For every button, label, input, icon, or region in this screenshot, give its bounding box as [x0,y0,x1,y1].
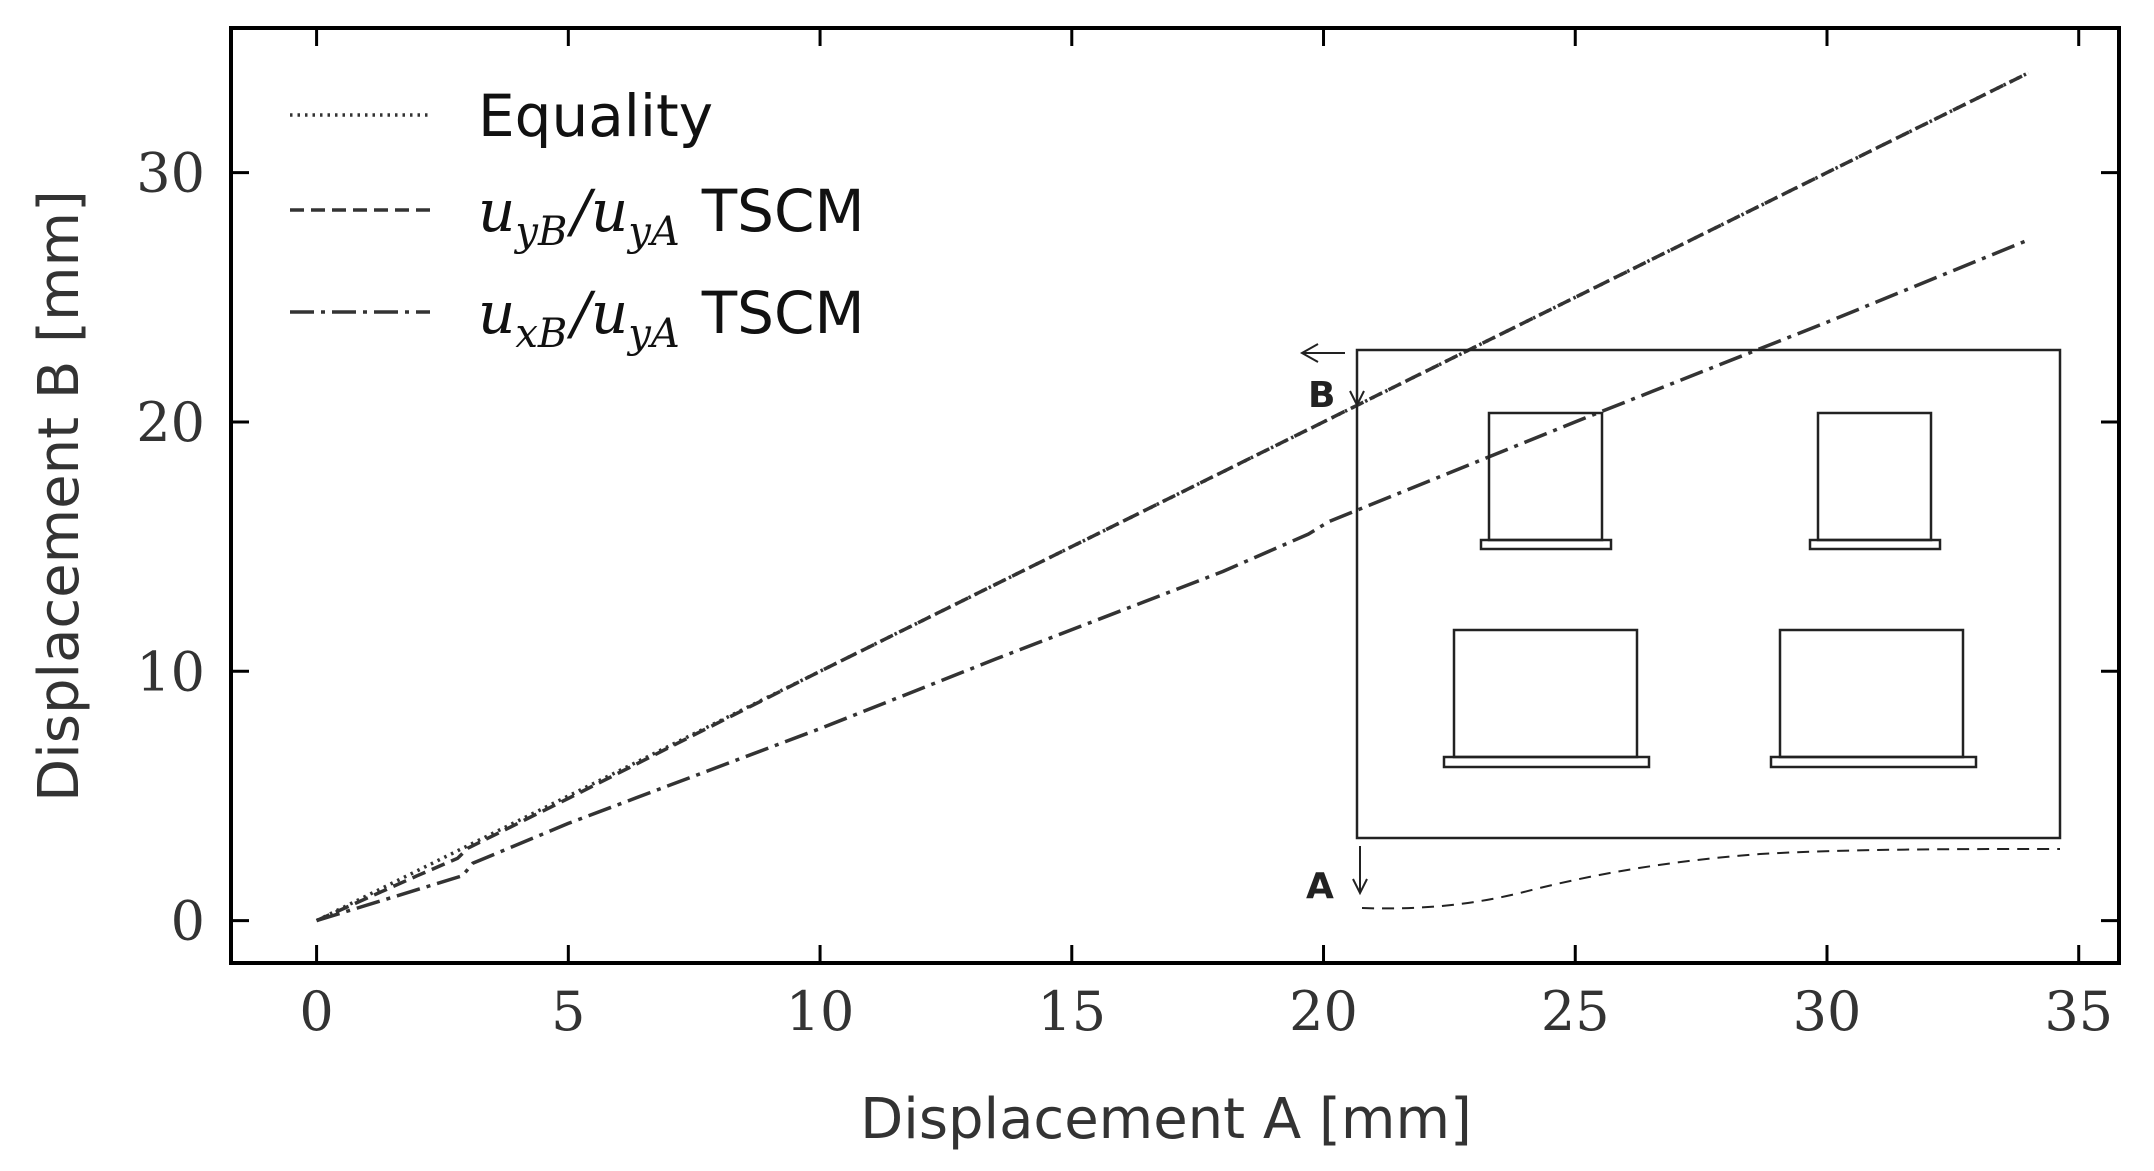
legend: Equality uyB/uyA TSCM uxB/uyA TSCM [290,82,865,357]
arrow-horizontal-b [1299,343,1345,363]
plot-area: 0 5 10 15 20 25 30 35 0 10 20 30 [136,26,2121,1043]
y-axis-label: Displacement B [mm] [27,190,92,802]
window-sill-bottom-right [1769,755,1978,769]
y-ticks: 0 10 20 30 [136,142,2119,953]
inset-label-a: A [1306,866,1334,907]
plot-frame [229,26,2121,965]
series-line-0 [315,71,2030,923]
window-sill-top-left [1479,538,1613,551]
legend-label-equality: Equality [478,82,713,150]
x-tick-label-5: 25 [1541,980,1610,1043]
x-tick-label-6: 30 [1793,980,1862,1043]
x-tick-label-1: 5 [551,980,585,1043]
x-tick-label-4: 20 [1289,980,1358,1043]
legend-label-uxb-uya: uxB/uyA TSCM [478,279,865,357]
legend-label-uyb-uya: uyB/uyA TSCM [478,177,865,255]
x-tick-label-7: 35 [2044,980,2113,1043]
building-facade-outline [1355,348,2062,840]
x-axis-label: Displacement A [mm] [860,1087,1472,1152]
y-tick-label-0: 0 [171,890,205,953]
x-tick-label-3: 15 [1037,980,1106,1043]
arrow-vertical-b [1349,360,1365,408]
series-line-2 [316,238,2030,923]
series-layer [315,71,2030,923]
inset-label-b: B [1308,375,1335,416]
series-line-1 [315,71,2030,923]
y-tick-label-1: 10 [136,640,205,703]
arrow-vertical-a [1352,846,1368,896]
building-schematic-inset [1299,343,2062,910]
x-ticks: 0 5 10 15 20 25 30 35 [299,28,2113,1043]
y-tick-label-3: 30 [136,142,205,205]
x-tick-label-0: 0 [299,980,333,1043]
y-tick-label-2: 20 [136,391,205,454]
window-sill-top-right [1808,538,1942,551]
ground-settlement-profile [1361,848,2061,910]
window-sill-bottom-left [1442,755,1651,769]
x-tick-label-2: 10 [786,980,855,1043]
